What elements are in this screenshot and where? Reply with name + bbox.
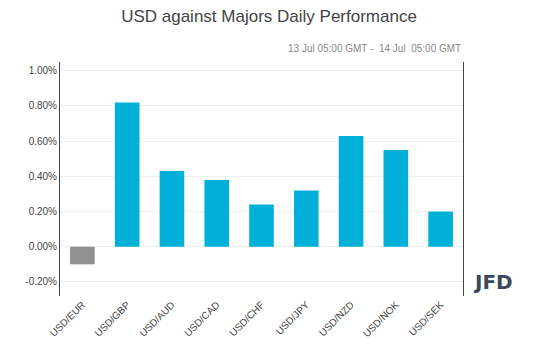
svg-text:0.00%: 0.00%: [29, 241, 57, 252]
svg-text:USD/CAD: USD/CAD: [182, 299, 222, 339]
svg-text:-0.20%: -0.20%: [25, 276, 57, 287]
svg-text:USD/SEK: USD/SEK: [407, 299, 446, 338]
svg-text:USD/JPY: USD/JPY: [274, 299, 312, 337]
svg-text:USD/CHF: USD/CHF: [227, 299, 266, 338]
svg-text:USD against Majors Daily Perfo: USD against Majors Daily Performance: [121, 7, 417, 26]
svg-text:USD/GBP: USD/GBP: [93, 299, 133, 339]
svg-text:USD/NOK: USD/NOK: [361, 299, 401, 339]
svg-text:USD/NZD: USD/NZD: [317, 299, 356, 338]
svg-text:0.60%: 0.60%: [29, 136, 57, 147]
svg-text:0.80%: 0.80%: [29, 100, 57, 111]
svg-text:0.20%: 0.20%: [29, 206, 57, 217]
svg-text:USD/AUD: USD/AUD: [137, 299, 177, 339]
svg-text:USD/EUR: USD/EUR: [48, 299, 88, 339]
svg-text:JFD: JFD: [473, 270, 513, 294]
svg-text:0.40%: 0.40%: [29, 171, 57, 182]
svg-text:13 Jul 05:00 GMT - 14 Jul 05: 13 Jul 05:00 GMT - 14 Jul 05:00 GMT: [288, 43, 461, 54]
svg-text:1.00%: 1.00%: [29, 65, 57, 76]
